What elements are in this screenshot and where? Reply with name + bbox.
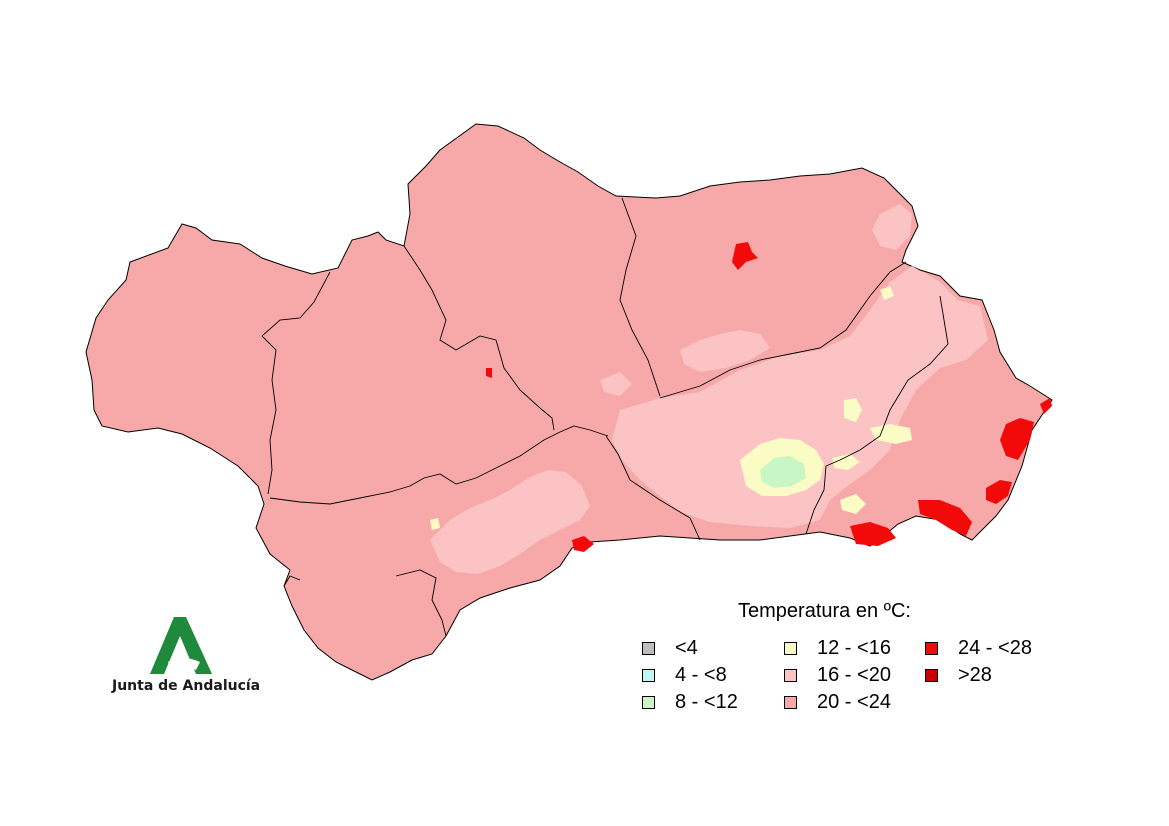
legend-swatch-icon — [925, 668, 938, 682]
legend-label: 4 - <8 — [675, 663, 727, 686]
legend-swatch-icon — [925, 641, 938, 655]
legend-swatch-icon — [784, 641, 797, 655]
legend-label: 24 - <28 — [958, 636, 1032, 659]
legend-swatch-icon — [784, 668, 797, 682]
legend-swatch-icon — [642, 668, 655, 682]
legend-item-lt4: <4 — [642, 636, 698, 660]
legend-item-24-28: 24 - <28 — [925, 636, 1032, 660]
zone-24-28 — [486, 242, 1052, 552]
legend-swatch-icon — [642, 641, 655, 655]
zone-16-20 — [430, 204, 988, 574]
legend-swatch-icon — [642, 695, 655, 709]
legend-item-12-16: 12 - <16 — [784, 636, 891, 660]
legend-item-4-8: 4 - <8 — [642, 663, 727, 687]
legend-item-8-12: 8 - <12 — [642, 690, 738, 714]
legend-swatch-icon — [784, 695, 797, 709]
province-borders — [261, 197, 949, 637]
legend-label: 8 - <12 — [675, 690, 738, 713]
logo-text: Junta de Andalucía — [112, 678, 261, 694]
junta-logo-mark — [150, 617, 212, 674]
zone-8-12 — [760, 456, 806, 488]
legend-item-gt28: >28 — [925, 663, 992, 687]
legend-label: >28 — [958, 663, 992, 686]
legend-label: <4 — [675, 636, 698, 659]
legend-label: 12 - <16 — [817, 636, 891, 659]
legend-title: Temperatura en ºC: — [738, 600, 911, 622]
junta-logo: Junta de Andalucía — [112, 612, 261, 702]
legend-item-20-24: 20 - <24 — [784, 690, 891, 714]
andalucia-outline — [85, 123, 1053, 681]
legend-item-16-20: 16 - <20 — [784, 663, 891, 687]
legend-label: 20 - <24 — [817, 690, 891, 713]
legend-label: 16 - <20 — [817, 663, 891, 686]
